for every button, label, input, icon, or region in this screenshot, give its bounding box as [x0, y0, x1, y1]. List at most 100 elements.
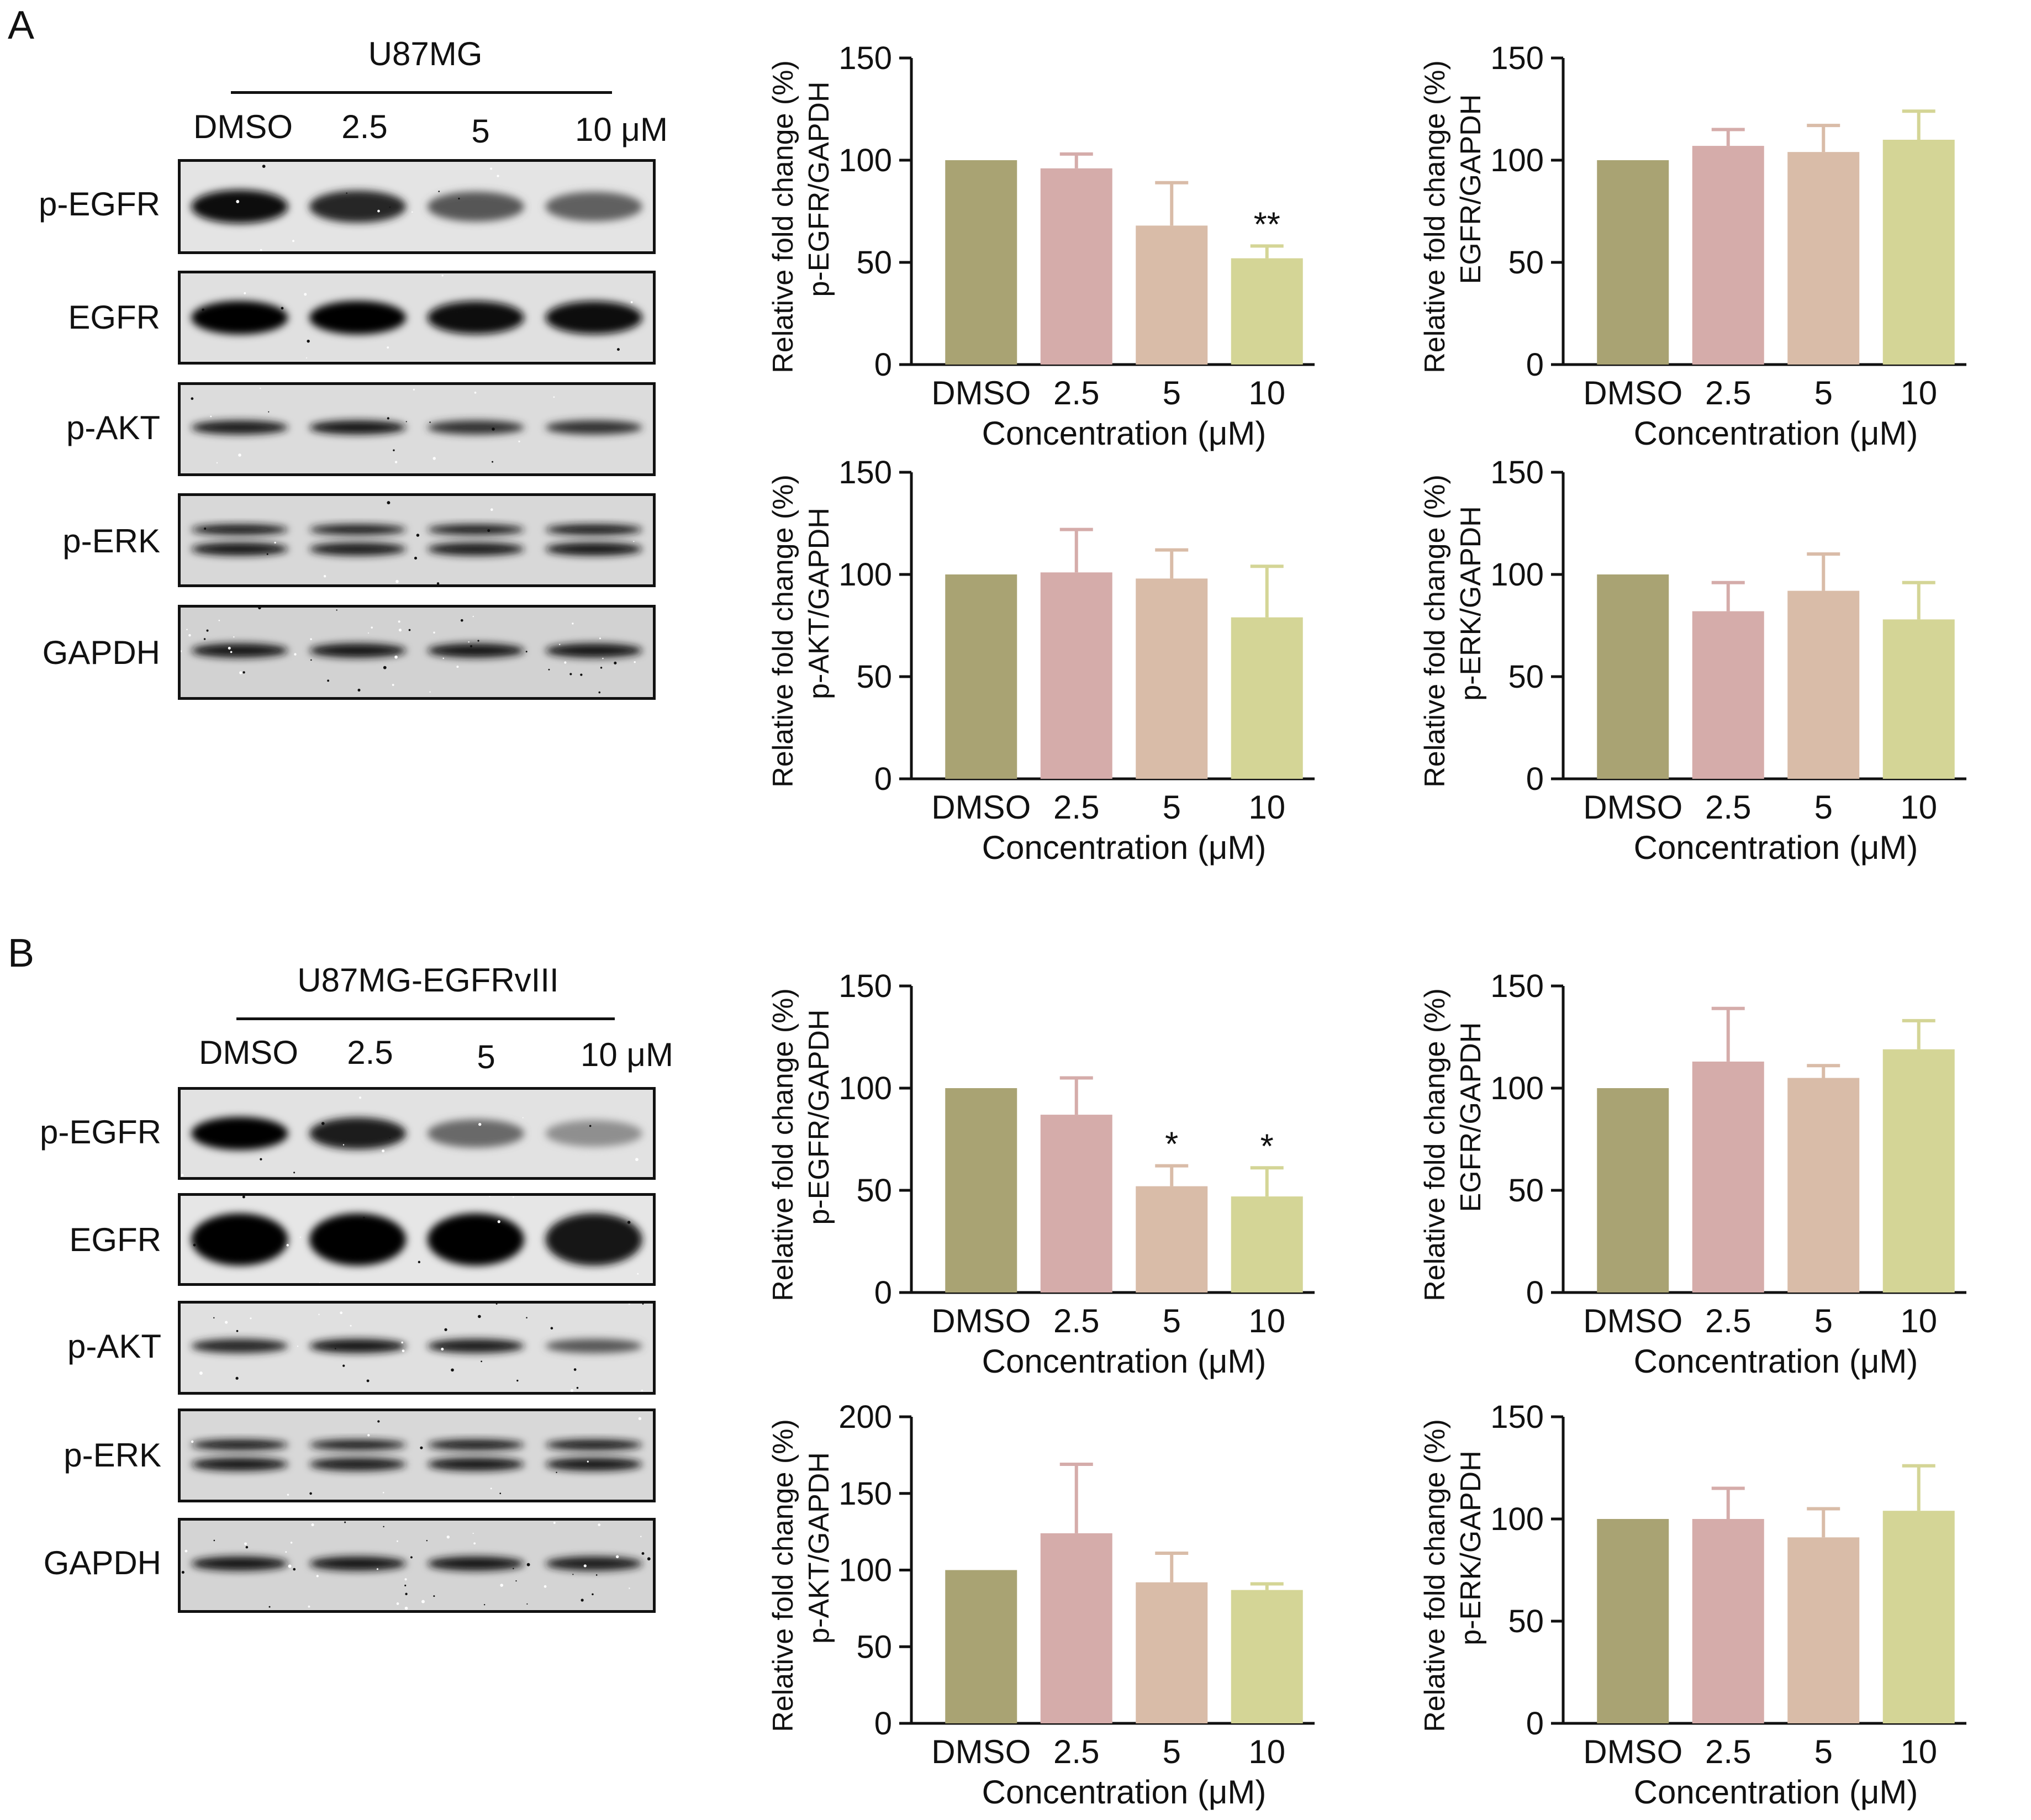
blot-speck — [382, 1149, 385, 1153]
bar — [1136, 578, 1208, 779]
panel-b-blot-label-gapdh: GAPDH — [43, 1544, 161, 1581]
x-tick-label: 10 — [1900, 789, 1937, 826]
bar — [1692, 146, 1764, 365]
y-tick-label: 0 — [874, 1275, 892, 1311]
panel-b-blot-label-pegfr: p-EGFR — [39, 1114, 161, 1151]
blot-speck — [335, 1348, 336, 1349]
panel-a-blot-label-egfr: EGFR — [68, 299, 160, 336]
blot-speck — [635, 1158, 639, 1162]
y-tick-label: 100 — [838, 143, 892, 178]
bar — [1597, 160, 1669, 365]
blot-speck — [307, 339, 310, 343]
blot-speck — [490, 1487, 492, 1490]
y-tick-label: 50 — [856, 1173, 892, 1209]
x-tick-label: 5 — [1814, 1302, 1833, 1339]
blot-speck — [487, 529, 490, 532]
blot-band — [191, 1116, 288, 1151]
blot-speck — [181, 1174, 184, 1177]
panel-a-letter: A — [8, 3, 35, 48]
blot-speck — [377, 1420, 380, 1423]
x-axis-label: Concentration (μM) — [1634, 415, 1918, 452]
blot-speck — [410, 1556, 413, 1559]
blot-speck — [396, 1540, 398, 1542]
blot-speck — [647, 1557, 651, 1561]
x-tick-label: 5 — [1814, 789, 1833, 826]
blot-speck — [472, 1533, 474, 1534]
blot-speck — [581, 1599, 584, 1602]
blot-speck — [367, 632, 369, 634]
blot-speck — [544, 1585, 547, 1588]
blot-band-upper — [309, 524, 407, 535]
blot-speck — [526, 1563, 530, 1566]
blot-speck — [203, 638, 206, 640]
blot-speck — [405, 1592, 408, 1595]
blot-speck — [290, 1542, 293, 1544]
panel-a-lane-5: 5 — [471, 113, 490, 150]
blot-speck — [266, 553, 268, 555]
x-tick-label: 2.5 — [1705, 1302, 1751, 1339]
y-tick-label: 150 — [1490, 968, 1544, 1004]
y-axis-label-line2: p-EGFR/GAPDH — [803, 81, 835, 297]
blot-speck — [634, 661, 636, 663]
blot-band-lower — [191, 1458, 288, 1471]
x-tick-label: 5 — [1163, 789, 1181, 826]
blot-speck — [308, 1605, 310, 1608]
x-tick-label: 5 — [1163, 1733, 1181, 1770]
x-tick-label: 2.5 — [1053, 789, 1099, 826]
x-tick-label: DMSO — [1583, 1302, 1682, 1339]
blot-speck — [468, 641, 469, 643]
blot-speck — [357, 688, 361, 692]
blot-speck — [244, 1542, 247, 1545]
y-tick-label: 50 — [1508, 1603, 1544, 1639]
blot-speck — [436, 582, 440, 584]
blot-band-upper — [191, 524, 288, 535]
blot-band — [545, 1556, 642, 1571]
bar — [1597, 1088, 1669, 1293]
y-axis-label-line2: p-EGFR/GAPDH — [803, 1009, 835, 1225]
blot-band — [191, 1556, 288, 1571]
bar — [945, 1570, 1017, 1723]
blot-speck — [389, 1137, 391, 1138]
panel-a-cell-line-title: U87MG — [368, 35, 483, 72]
blot-speck — [405, 421, 407, 423]
panel-b-lane-10: 10 μM — [581, 1036, 673, 1073]
blot-speck — [433, 1595, 435, 1597]
blot-band-lower — [545, 542, 642, 556]
blot-speck — [202, 308, 205, 312]
blot-speck — [497, 175, 499, 177]
blot-speck — [404, 1584, 407, 1587]
y-tick-label: 50 — [1508, 1173, 1544, 1209]
blot-speck — [310, 638, 312, 640]
blot-speck — [191, 397, 194, 400]
y-axis-label-line2: p-ERK/GAPDH — [1455, 506, 1487, 701]
bar — [1882, 140, 1955, 365]
x-tick-label: 10 — [1248, 1302, 1285, 1339]
blot-speck — [239, 671, 242, 674]
y-tick-label: 100 — [1490, 557, 1544, 593]
blot-speck — [404, 1578, 407, 1581]
bar — [1040, 572, 1112, 779]
blot-band-lower — [427, 542, 525, 556]
bar — [1597, 1519, 1669, 1723]
blot-speck — [513, 1196, 514, 1198]
blot-speck — [497, 1220, 500, 1223]
blot-speck — [492, 428, 495, 431]
bar — [1787, 590, 1860, 779]
blot-speck — [458, 197, 460, 200]
bar — [945, 160, 1017, 365]
panel-a-title-underline — [231, 91, 612, 94]
blot-speck — [441, 275, 444, 277]
blot-speck — [599, 637, 601, 640]
blot-speck — [376, 1568, 378, 1570]
bar — [1692, 1519, 1764, 1723]
blot-speck — [587, 1460, 589, 1463]
x-axis-label: Concentration (μM) — [982, 1343, 1267, 1380]
y-axis-label-line1: Relative fold change (%) — [1419, 988, 1451, 1301]
bar — [1787, 152, 1860, 365]
y-tick-label: 150 — [838, 968, 892, 1004]
chart-b-perk: 0 50 100 150 DMSO 2.5 5 10 Concentration (μM) Rel… — [1397, 1386, 2031, 1811]
x-tick-label: DMSO — [1583, 374, 1682, 412]
blot-band-lower — [309, 1458, 407, 1471]
blot-speck — [250, 1317, 252, 1320]
x-tick-label: DMSO — [1583, 789, 1682, 826]
